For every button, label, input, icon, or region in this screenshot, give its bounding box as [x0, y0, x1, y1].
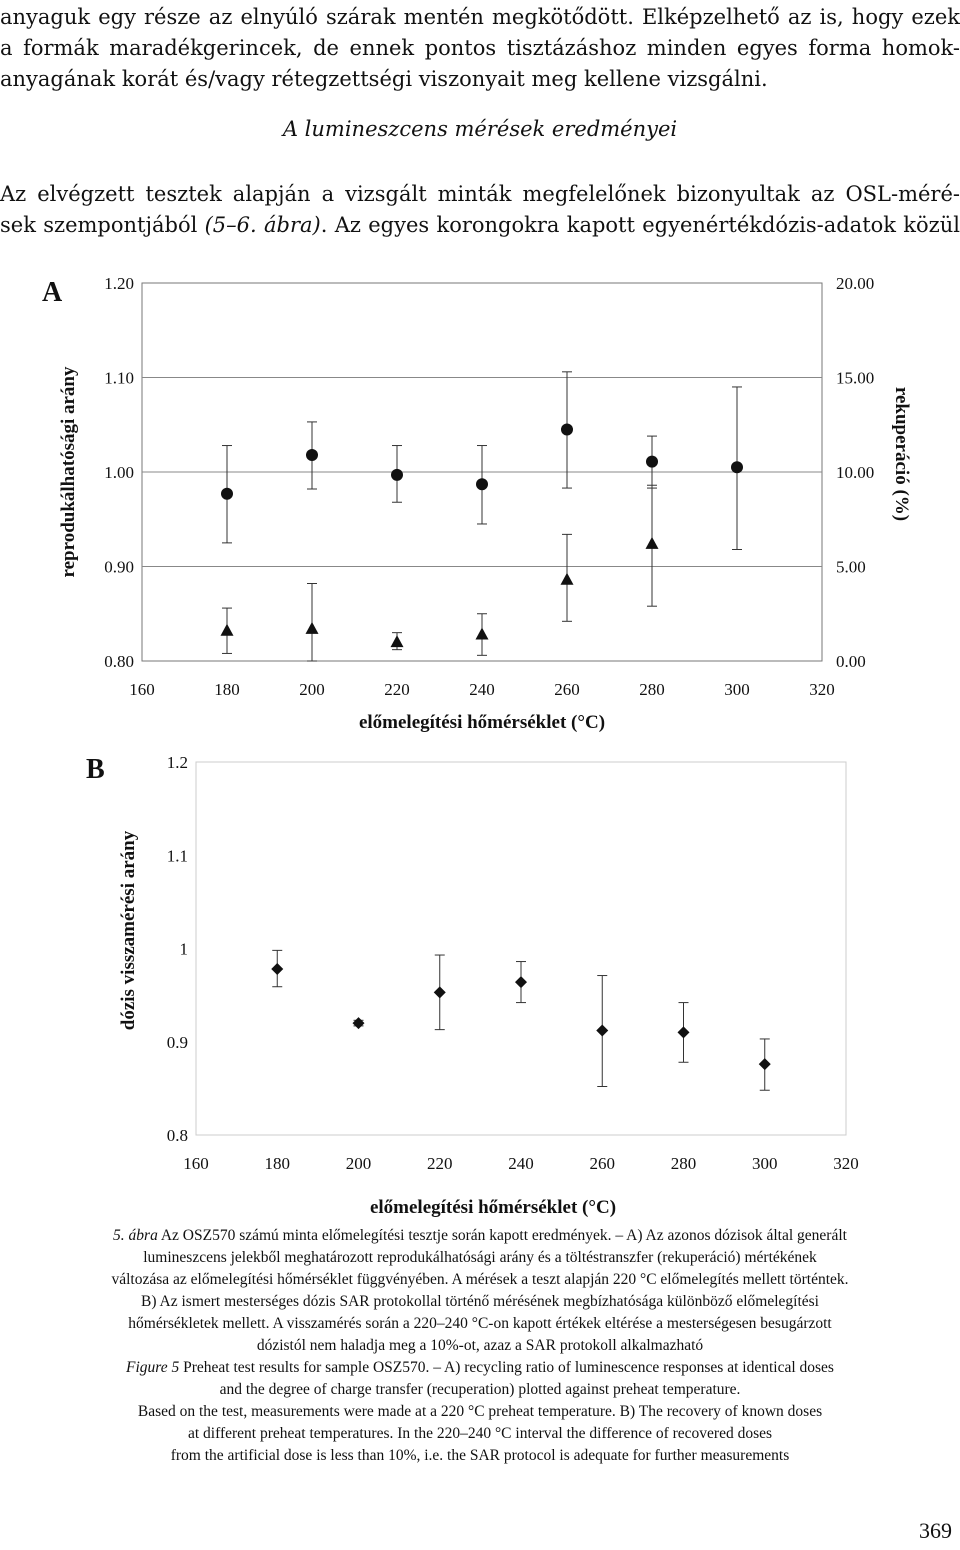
y-tick-label: 1.2	[167, 753, 188, 772]
y2-tick-label: 20.00	[836, 274, 874, 293]
figure-caption: 5. ábra Az OSZ570 számú minta előmelegít…	[14, 1225, 946, 1467]
caption-line: B) Az ismert mesterséges dózis SAR proto…	[141, 1293, 819, 1310]
caption-line: from the artificial dose is less than 10…	[170, 1447, 790, 1464]
data-point-diamond	[758, 1058, 771, 1071]
caption-line: dózistól nem haladja meg a 10%-ot, azaz …	[256, 1337, 704, 1354]
paragraph-line: anyagának korát és/vagy rétegzettségi vi…	[0, 67, 768, 91]
caption-line: lumineszcens jelekből meghatározott repr…	[143, 1249, 817, 1266]
data-point-diamond	[677, 1026, 690, 1039]
data-point-diamond	[271, 963, 284, 976]
data-point-triangle	[475, 627, 489, 640]
caption-label: Figure 5	[126, 1359, 180, 1376]
paragraph-line: anyaguk egy része az elnyúló szárak ment…	[0, 5, 960, 29]
chart-b: 0.8 0.9 1 1.1 1.2 160 180 200 220 240 260 280 300 320…	[86, 753, 859, 1218]
x-tick-label: 280	[671, 1154, 697, 1173]
data-point-diamond	[596, 1024, 609, 1037]
y-tick-label: 0.90	[104, 558, 134, 577]
paragraph-line: sek szempontjából (5–6. ábra). Az egyes …	[0, 210, 960, 241]
data-point-circle	[391, 468, 403, 481]
data-point-circle	[646, 455, 658, 468]
plot-area-border	[195, 761, 847, 1136]
y-tick-label: 1	[180, 940, 189, 959]
top-paragraph: anyaguk egy része az elnyúló szárak ment…	[0, 2, 960, 95]
x-tick-label: 300	[752, 1154, 778, 1173]
y2-tick-label: 15.00	[836, 369, 874, 388]
y-axis-label: dózis visszamérési arány	[118, 830, 139, 1030]
x-tick-label: 200	[299, 680, 325, 699]
second-paragraph: Az elvégzett tesztek alapján a vizsgált …	[0, 179, 960, 241]
caption-line: 5. ábra Az OSZ570 számú minta előmelegít…	[14, 1225, 946, 1247]
data-point-diamond	[352, 1017, 365, 1030]
panel-label: A	[42, 277, 63, 308]
data-point-triangle	[560, 572, 574, 585]
data-point-triangle	[390, 635, 404, 648]
x-axis-label: előmelegítési hőmérséklet (°C)	[359, 712, 605, 733]
x-tick-label: 160	[183, 1154, 209, 1173]
section-heading: A lumineszcens mérések eredményei	[282, 117, 678, 141]
data-point-circle	[476, 478, 488, 491]
y-tick-label: 1.20	[104, 274, 134, 293]
page-number: 369	[919, 1518, 952, 1543]
paragraph-line: Az elvégzett tesztek alapján a vizsgált …	[0, 182, 960, 206]
caption-line: változása az előmelegítési hőmérséklet f…	[111, 1271, 849, 1288]
paragraph-text: sek szempontjából	[0, 213, 205, 237]
x-tick-label: 180	[214, 680, 240, 699]
x-tick-label: 260	[554, 680, 580, 699]
paragraph-text: . Az egyes korongokra kapott egyenértékd…	[320, 213, 960, 237]
y2-tick-label: 10.00	[836, 463, 874, 482]
x-axis-label: előmelegítési hőmérséklet (°C)	[370, 1197, 616, 1218]
x-tick-label: 220	[384, 680, 410, 699]
x-tick-label: 160	[129, 680, 155, 699]
figure-5: 0.80 0.90 1.00 1.10 1.20 0.00 5.00 10.00 15.00 20…	[42, 274, 912, 1218]
chart-a: 0.80 0.90 1.00 1.10 1.20 0.00 5.00 10.00 15.00 20…	[42, 274, 912, 733]
data-point-triangle	[220, 623, 234, 636]
data-point-triangle	[305, 621, 319, 634]
x-tick-label: 240	[469, 680, 495, 699]
caption-label: 5. ábra	[113, 1227, 158, 1244]
caption-text: Az OSZ570 számú minta előmelegítési tesz…	[157, 1227, 847, 1244]
x-tick-label: 200	[346, 1154, 372, 1173]
data-point-diamond	[515, 976, 527, 989]
x-tick-label: 320	[833, 1154, 859, 1173]
data-point-circle	[561, 423, 573, 436]
caption-line: hőmérsékletek mellett. A visszamérés sor…	[128, 1315, 832, 1332]
y-tick-label: 0.9	[167, 1033, 188, 1052]
y-tick-label: 0.8	[167, 1126, 188, 1145]
caption-line: and the degree of charge transfer (recup…	[219, 1381, 741, 1398]
data-point-triangle	[645, 536, 659, 549]
caption-line: Based on the test, measurements were mad…	[137, 1403, 823, 1420]
panel-label: B	[86, 754, 105, 785]
x-tick-label: 280	[639, 680, 665, 699]
data-point-circle	[306, 448, 318, 461]
y-tick-label: 1.1	[167, 846, 188, 865]
x-tick-label: 220	[427, 1154, 453, 1173]
x-tick-label: 260	[590, 1154, 616, 1173]
y-tick-label: 1.10	[104, 369, 134, 388]
y-axis-label: reprodukálhatósági arány	[58, 366, 79, 577]
figure-reference: (5–6. ábra)	[204, 213, 321, 237]
y2-axis-label: rekuperáció (%)	[891, 387, 912, 521]
data-point-circle	[221, 487, 233, 500]
y-tick-label: 1.00	[104, 463, 134, 482]
paragraph-line: a formák maradékgerincek, de ennek ponto…	[0, 36, 960, 60]
data-point-circle	[731, 461, 743, 474]
x-tick-label: 240	[508, 1154, 534, 1173]
y-tick-label: 0.80	[104, 652, 134, 671]
data-point-diamond	[433, 986, 446, 999]
caption-text: Preheat test results for sample OSZ570. …	[179, 1359, 834, 1376]
y2-tick-label: 5.00	[836, 558, 866, 577]
x-tick-label: 320	[809, 680, 835, 699]
caption-line: at different preheat temperatures. In th…	[187, 1425, 773, 1442]
x-tick-label: 180	[265, 1154, 291, 1173]
caption-line: Figure 5 Preheat test results for sample…	[14, 1357, 946, 1379]
y2-tick-label: 0.00	[836, 652, 866, 671]
x-tick-label: 300	[724, 680, 750, 699]
